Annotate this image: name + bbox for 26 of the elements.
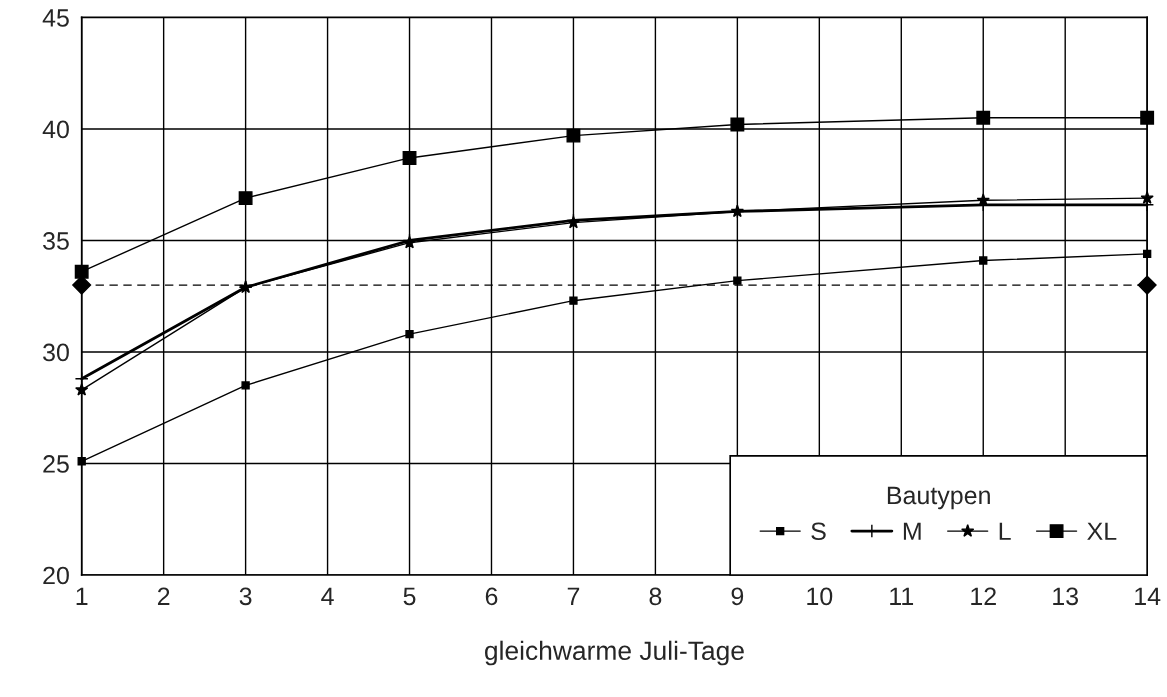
y-tick-label: 20 [43,566,69,585]
x-tick-label: 2 [157,587,170,605]
x-tick-label: 6 [485,587,498,606]
y-tick-label: 35 [43,232,69,250]
legend-label: M [903,522,921,540]
x-tick-label: 9 [731,587,744,606]
x-tick-label: 13 [1053,587,1079,606]
x-tick-label: 12 [971,587,996,605]
y-tick-label: 30 [43,343,69,362]
x-tick-label: 14 [1135,587,1161,605]
x-tick-label: 3 [239,587,252,606]
legend-label: XL [1087,522,1117,540]
x-tick-label: 4 [321,587,334,605]
y-tick-label: 45 [42,9,69,27]
x-tick-label: 8 [649,587,662,606]
x-tick-label: 11 [890,587,914,605]
y-tick-label: 40 [42,120,69,139]
y-tick-label: 25 [43,455,69,473]
x-tick-label: 7 [567,587,580,605]
x-tick-label: 10 [807,587,833,606]
legend-title: Bautypen [887,486,990,510]
legend-label: L [999,522,1011,540]
x-axis-title: gleichwarme Juli-Tage [485,640,744,666]
x-tick-label: 1 [76,587,88,605]
x-tick-label: 5 [403,587,416,606]
legend-label: S [811,522,826,541]
